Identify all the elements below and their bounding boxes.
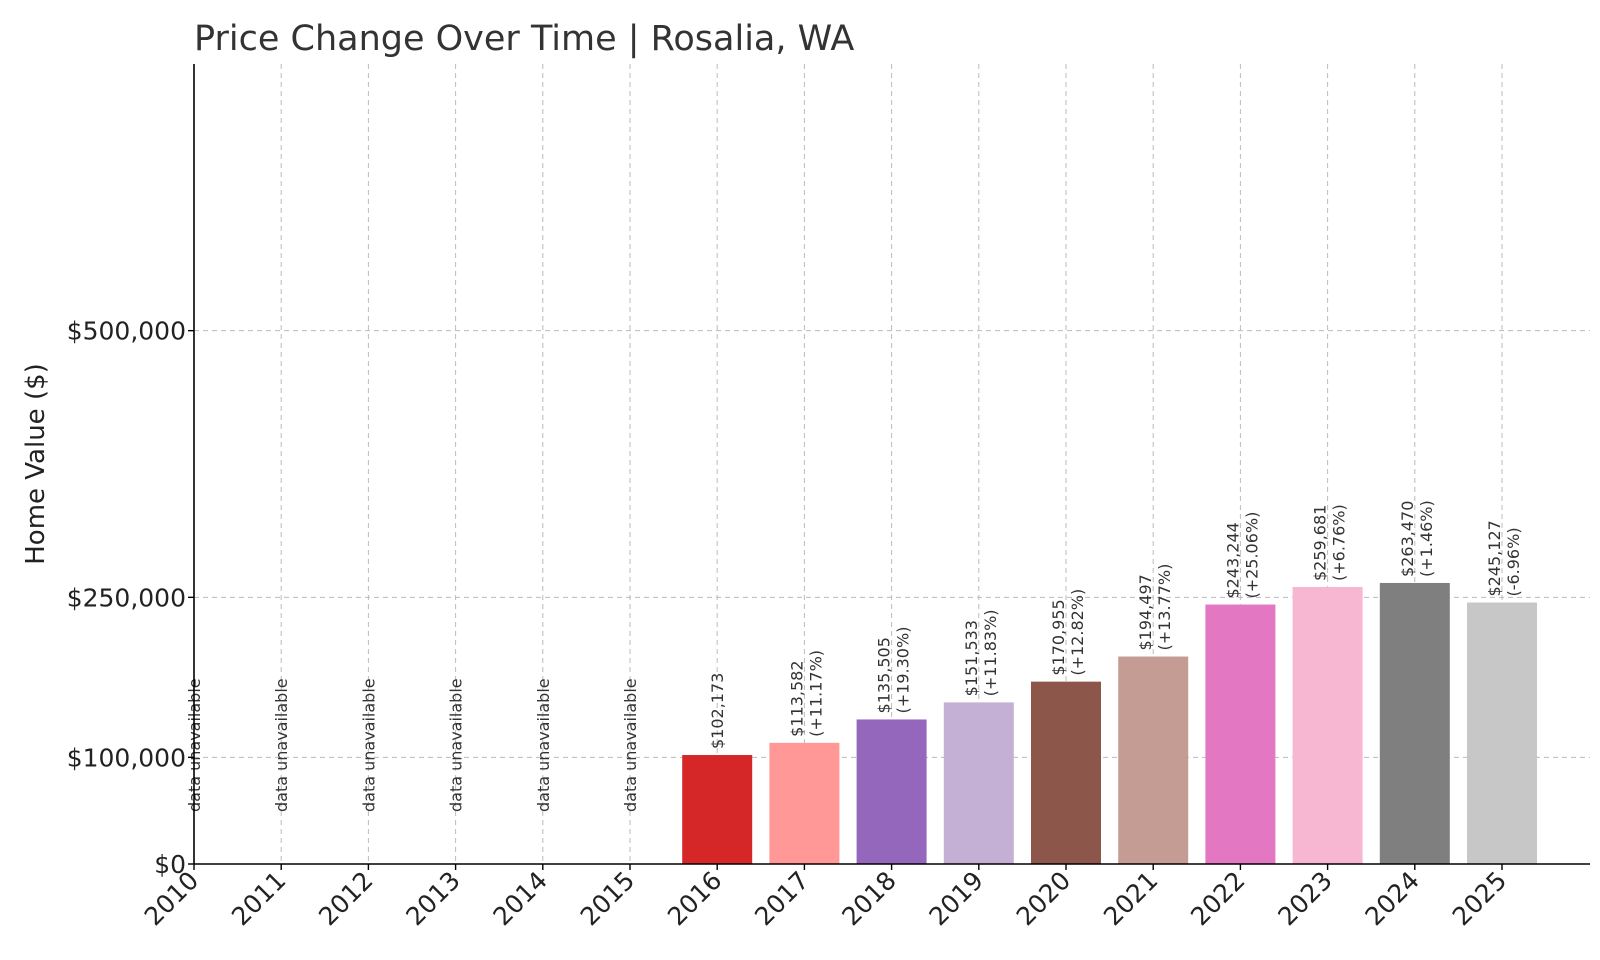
x-tick-label: 2020	[1011, 866, 1076, 931]
change-label: (+11.17%)	[806, 650, 825, 737]
value-label: $263,470	[1398, 501, 1417, 577]
change-label: (+13.77%)	[1155, 564, 1174, 651]
x-tick-label: 2015	[575, 866, 640, 931]
x-tick-label: 2023	[1272, 866, 1337, 931]
y-tick-label: $100,000	[67, 743, 186, 772]
change-label: (+19.30%)	[894, 627, 913, 714]
x-tick-label: 2018	[836, 866, 901, 931]
value-label: $113,582	[787, 661, 806, 737]
change-label: (-6.96%)	[1504, 527, 1523, 596]
value-label: $170,955	[1049, 599, 1068, 675]
bar-2024	[1379, 582, 1450, 864]
bar-2017	[769, 742, 840, 864]
value-label: $194,497	[1136, 574, 1155, 650]
data-unavailable-label: data unavailable	[359, 678, 378, 812]
chart-title: Price Change Over Time | Rosalia, WA	[194, 19, 854, 59]
data-unavailable-label: data unavailable	[621, 678, 640, 812]
y-tick-label: $500,000	[67, 317, 186, 346]
value-label: $151,533	[962, 620, 981, 696]
x-tick-label: 2012	[313, 866, 378, 931]
x-tick-label: 2016	[662, 866, 727, 931]
y-axis-label: Home Value ($)	[21, 363, 51, 565]
y-tick-label: $0	[154, 850, 186, 879]
data-labels-layer: data unavailable data unavailable data una…	[185, 500, 1523, 812]
change-label: (+12.82%)	[1068, 589, 1087, 676]
value-label: $102,173	[708, 673, 727, 749]
x-tick-label: 2024	[1360, 866, 1425, 931]
bars-layer	[682, 582, 1537, 864]
value-label: $245,127	[1485, 520, 1504, 596]
x-tick-label: 2022	[1185, 866, 1250, 931]
x-tick-label: 2021	[1098, 866, 1163, 931]
x-tick-label: 2011	[226, 866, 291, 931]
data-unavailable-label: data unavailable	[447, 678, 466, 812]
x-tick-label: 2017	[749, 866, 814, 931]
bar-2016	[682, 755, 753, 864]
y-tick-label: $250,000	[67, 583, 186, 612]
bar-2021	[1118, 656, 1189, 864]
bar-2022	[1205, 604, 1276, 864]
change-label: (+1.46%)	[1417, 500, 1436, 577]
x-tick-label: 2014	[488, 866, 553, 931]
value-label: $259,681	[1311, 505, 1330, 581]
change-label: (+6.76%)	[1330, 504, 1349, 581]
bar-2025	[1467, 602, 1537, 864]
bar-2019	[943, 702, 1014, 864]
bar-2023	[1292, 587, 1363, 864]
x-tick-label: 2025	[1447, 866, 1512, 931]
data-unavailable-label: data unavailable	[534, 678, 553, 812]
change-label: (+25.06%)	[1242, 512, 1261, 599]
bar-2018	[856, 719, 927, 864]
change-label: (+11.83%)	[981, 609, 1000, 696]
x-tick-label: 2019	[924, 866, 989, 931]
value-label: $135,505	[875, 637, 894, 713]
value-label: $243,244	[1223, 522, 1242, 598]
x-tick-label: 2013	[400, 866, 465, 931]
bar-2020	[1031, 681, 1101, 864]
data-unavailable-label: data unavailable	[272, 678, 291, 812]
